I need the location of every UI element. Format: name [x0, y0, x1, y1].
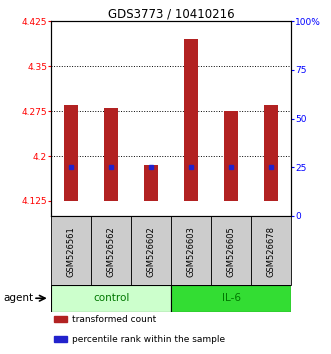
- Bar: [224, 111, 238, 201]
- Bar: [54, 316, 67, 322]
- Text: GSM526678: GSM526678: [267, 226, 276, 277]
- Bar: [251, 216, 291, 285]
- Bar: [144, 165, 158, 201]
- Bar: [211, 216, 251, 285]
- Text: GSM526562: GSM526562: [107, 226, 116, 277]
- Text: GSM526603: GSM526603: [187, 226, 196, 277]
- Title: GDS3773 / 10410216: GDS3773 / 10410216: [108, 7, 235, 20]
- Text: percentile rank within the sample: percentile rank within the sample: [72, 335, 225, 344]
- Bar: [91, 216, 131, 285]
- Bar: [131, 216, 171, 285]
- Text: control: control: [93, 293, 129, 303]
- Bar: [264, 105, 278, 201]
- Bar: [171, 285, 291, 312]
- Text: GSM526602: GSM526602: [147, 226, 156, 277]
- Text: agent: agent: [3, 293, 33, 303]
- Bar: [104, 108, 118, 201]
- Text: GSM526561: GSM526561: [67, 226, 76, 277]
- Bar: [64, 105, 78, 201]
- Text: transformed count: transformed count: [72, 315, 156, 324]
- Bar: [184, 39, 198, 201]
- Bar: [54, 336, 67, 342]
- Bar: [51, 285, 171, 312]
- Bar: [171, 216, 211, 285]
- Text: IL-6: IL-6: [222, 293, 241, 303]
- Text: GSM526605: GSM526605: [227, 226, 236, 277]
- Bar: [51, 216, 91, 285]
